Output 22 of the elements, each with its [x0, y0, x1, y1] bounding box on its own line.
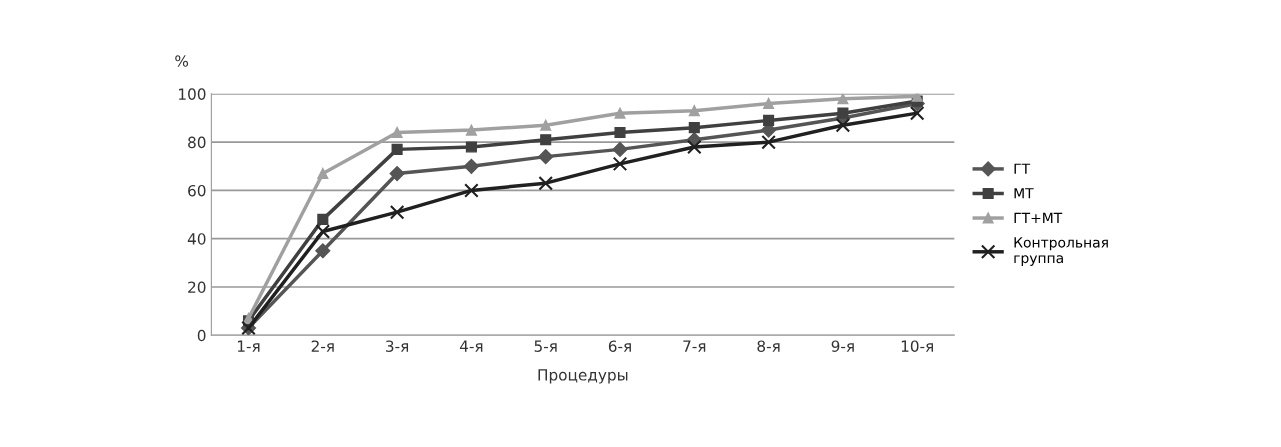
x-tick-label: 1-я [237, 340, 260, 352]
y-tick-label: 20 [188, 281, 206, 293]
x-tick-label: 8-я [757, 340, 780, 352]
y-tick-label: 80 [188, 136, 206, 149]
x-tick-label: 3-я [386, 340, 409, 352]
legend-label: ГТ [1014, 163, 1031, 174]
x-tick-label: 10-я [901, 340, 933, 352]
x-tick-label: 4-я [459, 340, 483, 352]
y-tick-label: 60 [188, 184, 206, 197]
x-tick-label: 6-я [608, 340, 631, 352]
legend-label: Контрольная группа [1014, 237, 1108, 266]
y-axis-title: % [175, 55, 189, 67]
y-tick-label: 0 [197, 329, 206, 342]
x-tick-label: 2-я [311, 340, 334, 352]
x-tick-label: 9-я [831, 340, 854, 352]
x-axis-title: Процедуры [538, 369, 628, 384]
y-tick-label: 100 [179, 88, 206, 100]
legend-label: МТ [1014, 188, 1034, 199]
x-tick-label: 5-я [534, 340, 557, 352]
y-tick-label: 40 [187, 233, 206, 245]
x-tick-label: 7-я [683, 340, 706, 352]
legend-label: ГТ+МТ [1014, 212, 1063, 223]
